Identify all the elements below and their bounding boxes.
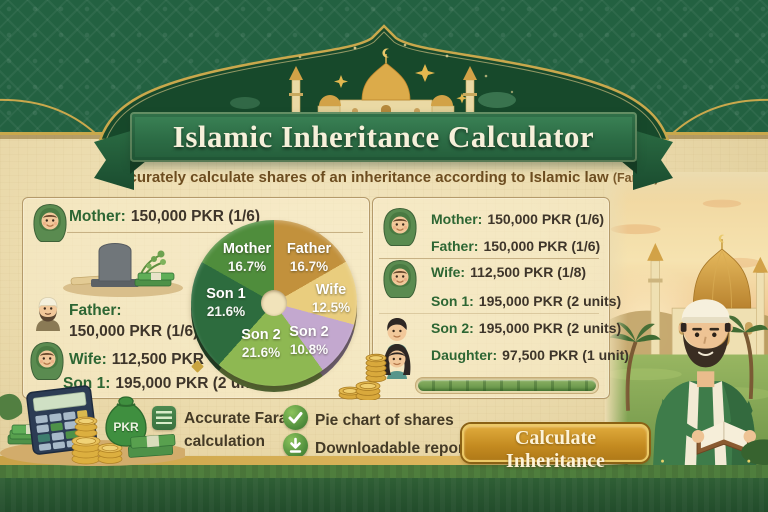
list-item: 150,000 PKR (1/6) <box>69 323 199 340</box>
title-banner: Islamic Inheritance Calculator <box>130 112 637 162</box>
feature-label: Pie chart of shares <box>315 412 454 429</box>
divider <box>67 232 363 233</box>
grass-band-light <box>0 465 768 481</box>
money-bag-label: PKR <box>113 420 139 434</box>
star-icon <box>334 64 468 104</box>
calculate-inheritance-button[interactable]: Calculate Inheritance <box>462 424 649 472</box>
pie-label-father: Father 16.7% <box>286 241 332 274</box>
list-item: Daughter: 97,500 PKR (1 unit) <box>431 347 629 363</box>
wife-avatar-icon <box>383 259 417 299</box>
list-item: Son 2: 195,000 PKR (2 units) <box>431 320 622 336</box>
list-icon <box>152 406 176 430</box>
gravestone-illustration <box>63 243 183 297</box>
father-avatar-icon <box>35 296 61 331</box>
list-item: Father: 150,000 PKR (1/6) <box>431 238 601 254</box>
pie-label-son2-bottom: Son 2 21.6% <box>241 327 281 360</box>
pie-label-son1: Son 1 21.6% <box>206 286 246 319</box>
pie-label-son2-right: Son 2 10.8% <box>289 324 329 357</box>
check-icon <box>283 405 308 430</box>
banknotes-icon <box>127 434 176 458</box>
pie-chart-hole <box>261 290 287 316</box>
list-item: Wife: 112,500 PKR <box>69 351 204 368</box>
cloud-icon <box>478 92 516 108</box>
coins-icon <box>71 416 123 465</box>
progress-bar-fill <box>418 380 596 391</box>
money-bag-icon <box>105 396 147 447</box>
divider <box>379 258 599 259</box>
list-item: Wife: 112,500 PKR (1/8) <box>431 264 587 280</box>
right-panel: Mother: 150,000 PKR (1/6) Father: 150,000 … <box>372 197 629 399</box>
feature-label: Accurate Faraid calculation <box>184 410 302 450</box>
list-item: Mother: 150,000 PKR (1/6) <box>431 211 605 227</box>
download-icon <box>283 433 308 458</box>
list-item: Father: <box>69 302 122 319</box>
subtitle-text: Accurately calculate shares of an inheri… <box>109 169 609 186</box>
calculator-money-illustration <box>0 385 185 466</box>
pie-chart-wrap: Father 16.7% Wife 12.5% Son 2 10.8% Son 2 21… <box>191 220 357 392</box>
progress-bar <box>415 377 599 394</box>
list-item: Mother: 150,000 PKR (1/6) <box>69 208 261 225</box>
divider <box>379 313 599 314</box>
corner-arc-left <box>0 98 97 135</box>
page-title: Islamic Inheritance Calculator <box>172 119 595 154</box>
mother-avatar-icon <box>383 207 417 247</box>
star-dots <box>298 43 514 94</box>
cloud-icon <box>230 97 260 109</box>
table-edge <box>0 456 645 467</box>
coins-icon <box>338 353 387 400</box>
pie-label-wife: Wife 12.5% <box>311 282 351 315</box>
list-item: Son 1: 195,000 PKR (2 units) <box>431 293 622 309</box>
feature-label: Downloadable report <box>315 440 470 457</box>
grass-band-dark <box>0 478 768 512</box>
pie-label-mother: Mother 16.7% <box>222 241 272 274</box>
corner-arc-right <box>671 98 768 135</box>
